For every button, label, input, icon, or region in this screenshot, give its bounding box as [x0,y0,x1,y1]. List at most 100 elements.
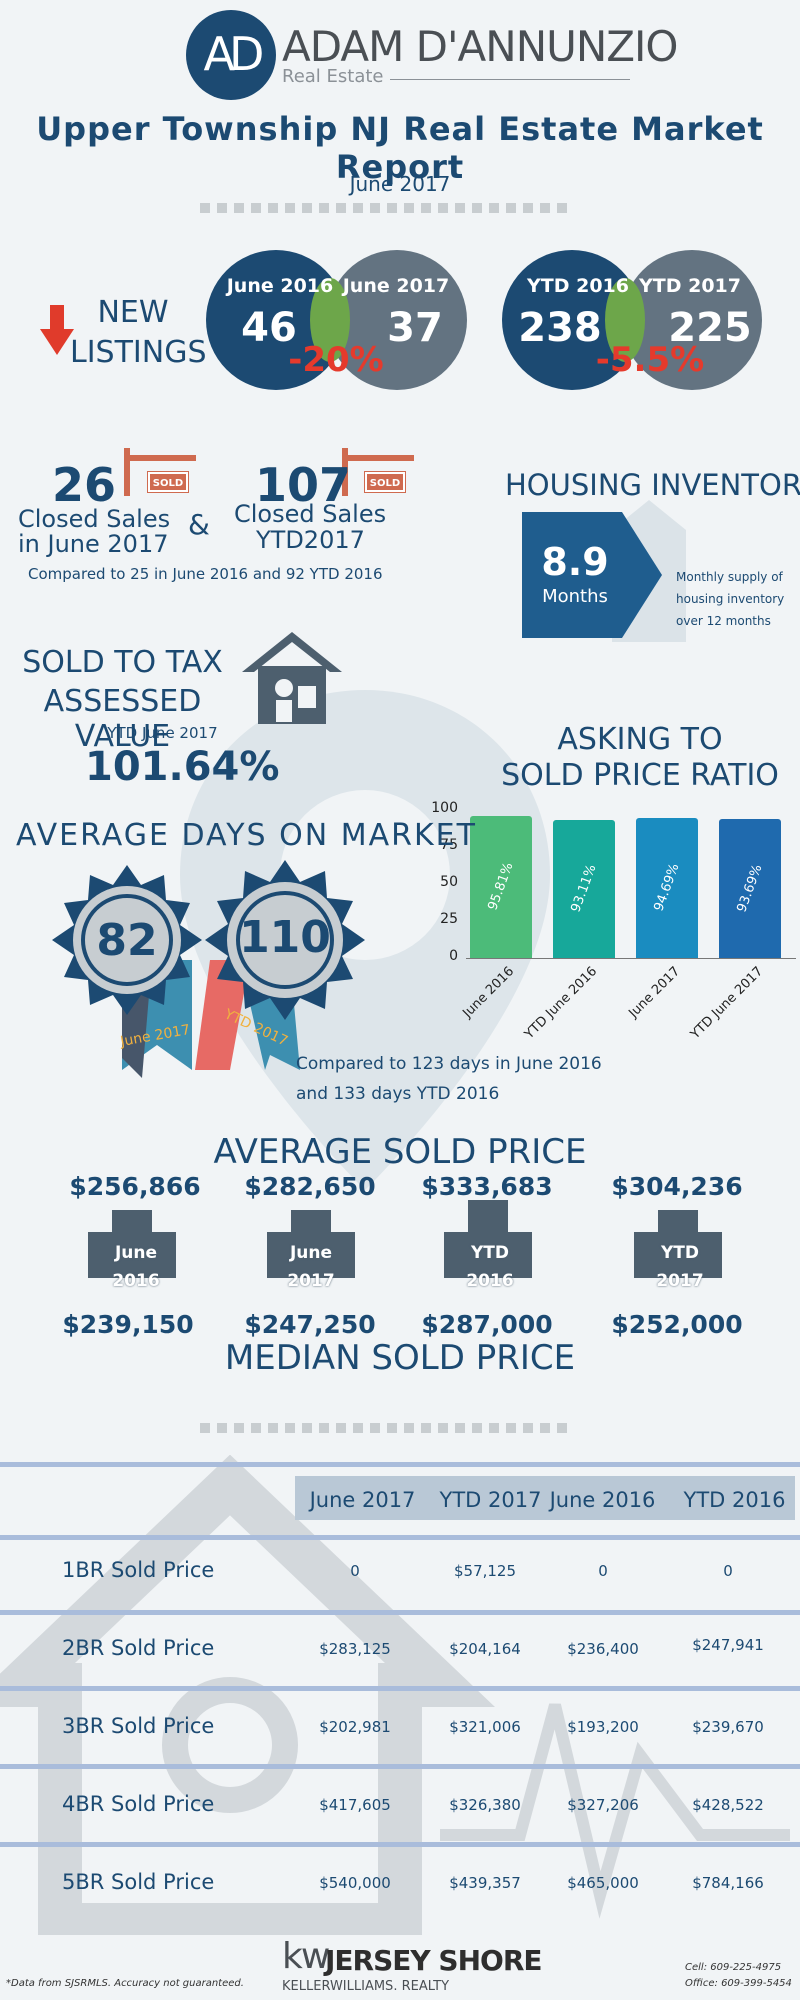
sold-sign-post-1 [124,448,130,496]
venn-circle-ytd-2017 [622,250,762,390]
table-rule-2 [0,1686,800,1691]
venn-circle-june-2017 [327,250,467,390]
building-icon-3 [468,1200,508,1234]
ytd-2016-value: 238 [518,305,602,351]
cell-1br-june-2016: 0 [598,1562,608,1580]
badge-june [52,865,202,1019]
closed-sales-ytd-label-2: YTD2017 [256,526,365,554]
median-sold-price-title: MEDIAN SOLD PRICE [224,1338,576,1378]
badge-ytd [205,860,365,1024]
report-period: June 2017 [349,172,451,196]
table-rule-4 [0,1842,800,1847]
down-arrow-icon [40,305,74,359]
table-rule-1 [0,1610,800,1615]
sold-sign-icon: SOLD [147,471,189,493]
ytd-2016-label: YTD 2016 [527,275,629,297]
building-base-3 [444,1232,532,1278]
avg-price-june-2017: $282,650 [244,1172,376,1201]
cell-3br-ytd-2017: $321,006 [449,1718,521,1736]
divider-top [200,203,585,213]
closed-sales-ytd-value: 107 [255,458,352,512]
sold-sign-arm-1 [124,455,196,461]
building-base-2 [267,1232,355,1278]
y-tick-25: 25 [440,911,458,927]
cell-1br-ytd-2017: $57,125 [453,1562,517,1580]
sold-sign-post-2 [342,448,348,496]
closed-sales-month-label-1: Closed Sales [18,505,171,533]
tax-title-2: ASSESSED VALUE [43,684,202,754]
kw-logo: kw [282,1936,330,1977]
table-header-june-2017: June 2017 [309,1488,416,1512]
inventory-note-2: housing inventory [676,592,785,606]
row-label-4br: 4BR Sold Price [62,1792,215,1816]
bar-2 [636,817,698,958]
cell-2br-ytd-2016: $247,941 [692,1636,764,1654]
footer-disclaimer: *Data from SJSRMLS. Accuracy not guarant… [6,1978,244,1989]
cell-4br-ytd-2016: $428,522 [692,1796,764,1814]
bar-3 [719,819,781,958]
x-tick-label-3: YTD June 2017 [688,964,767,1043]
logo-initials: AD [203,27,265,81]
ytd-change: -5.5% [595,340,705,380]
cell-3br-ytd-2016: $239,670 [692,1718,764,1736]
ytd-2017-value: 225 [668,305,752,351]
tax-title-1: SOLD TO TAX [22,645,223,680]
cell-4br-june-2016: $327,206 [567,1796,639,1814]
ampersand: & [188,508,210,541]
building-label-ytd-2016-a: YTD [470,1243,510,1263]
tax-value: 101.64% [85,744,280,790]
bar-1 [553,820,615,958]
building-label-ytd-2017-a: YTD [660,1243,700,1263]
tax-subtitle: YTD June 2017 [107,724,218,742]
median-price-june-2016: $239,150 [62,1310,194,1339]
row-label-1br: 1BR Sold Price [62,1558,215,1582]
building-label-june-2017-a: June [289,1243,333,1263]
building-label-june-2016-b: 2016 [112,1271,160,1291]
median-price-june-2017: $247,250 [244,1310,376,1339]
cell-2br-june-2017: $283,125 [319,1640,391,1658]
ratio-chart: 100 75 50 25 0 95.81% June 2016 93.11% YTD … [430,800,800,1042]
row-label-2br: 2BR Sold Price [62,1636,215,1660]
y-tick-50: 50 [440,874,458,890]
asking-ratio-title-1: ASKING TO [557,722,723,757]
brand-name: ADAM D'ANNUNZIO [282,22,678,71]
ytd-2017-label: YTD 2017 [639,275,741,297]
row-label-3br: 3BR Sold Price [62,1714,215,1738]
june-2016-value: 46 [241,305,297,351]
building-label-ytd-2017-b: 2017 [656,1271,704,1291]
y-tick-75: 75 [440,837,458,853]
avg-price-ytd-2016: $333,683 [421,1172,553,1201]
inventory-note-1: Monthly supply of [676,570,783,584]
cell-3br-june-2016: $193,200 [567,1718,639,1736]
table-rule-header [0,1535,800,1540]
background-pin-watermark [150,680,580,1200]
brand-subtitle: Real Estate [282,66,384,87]
x-tick-label-2: June 2017 [626,964,684,1021]
days-on-market-title: AVERAGE DAYS ON MARKET [16,818,477,853]
building-label-ytd-2016-b: 2016 [466,1271,514,1291]
cell-1br-june-2017: 0 [350,1562,360,1580]
cell-1br-ytd-2016: 0 [723,1562,733,1580]
june-2017-value: 37 [387,305,443,351]
brokerage-name: KELLERWILLIAMS. REALTY [282,1979,450,1994]
june-2017-label: June 2017 [342,275,450,297]
cell-2br-june-2016: $236,400 [567,1640,639,1658]
divider-bottom [200,1423,585,1433]
office-name: JERSEY SHORE [325,1944,543,1977]
venn-overlap [310,278,350,362]
dom-ytd-value: 110 [239,912,331,963]
y-tick-100: 100 [431,800,458,816]
closed-sales-month-label-2: in June 2017 [18,530,169,558]
housing-inventory-title: HOUSING INVENTORY [505,468,800,502]
building-base-4 [634,1232,722,1278]
new-listings-label-2: LISTINGS [70,335,207,370]
inventory-note-3: over 12 months [676,614,771,628]
house-icon [240,630,344,730]
report-title: Upper Township NJ Real Estate Market Rep… [36,110,764,186]
asking-ratio-title-2: SOLD PRICE RATIO [501,758,779,793]
brand-logo: AD [186,10,276,100]
cell-5br-june-2016: $465,000 [567,1874,639,1892]
cell-3br-june-2017: $202,981 [319,1718,391,1736]
brand-underline [390,79,630,80]
inventory-value: 8.9 [541,540,609,584]
